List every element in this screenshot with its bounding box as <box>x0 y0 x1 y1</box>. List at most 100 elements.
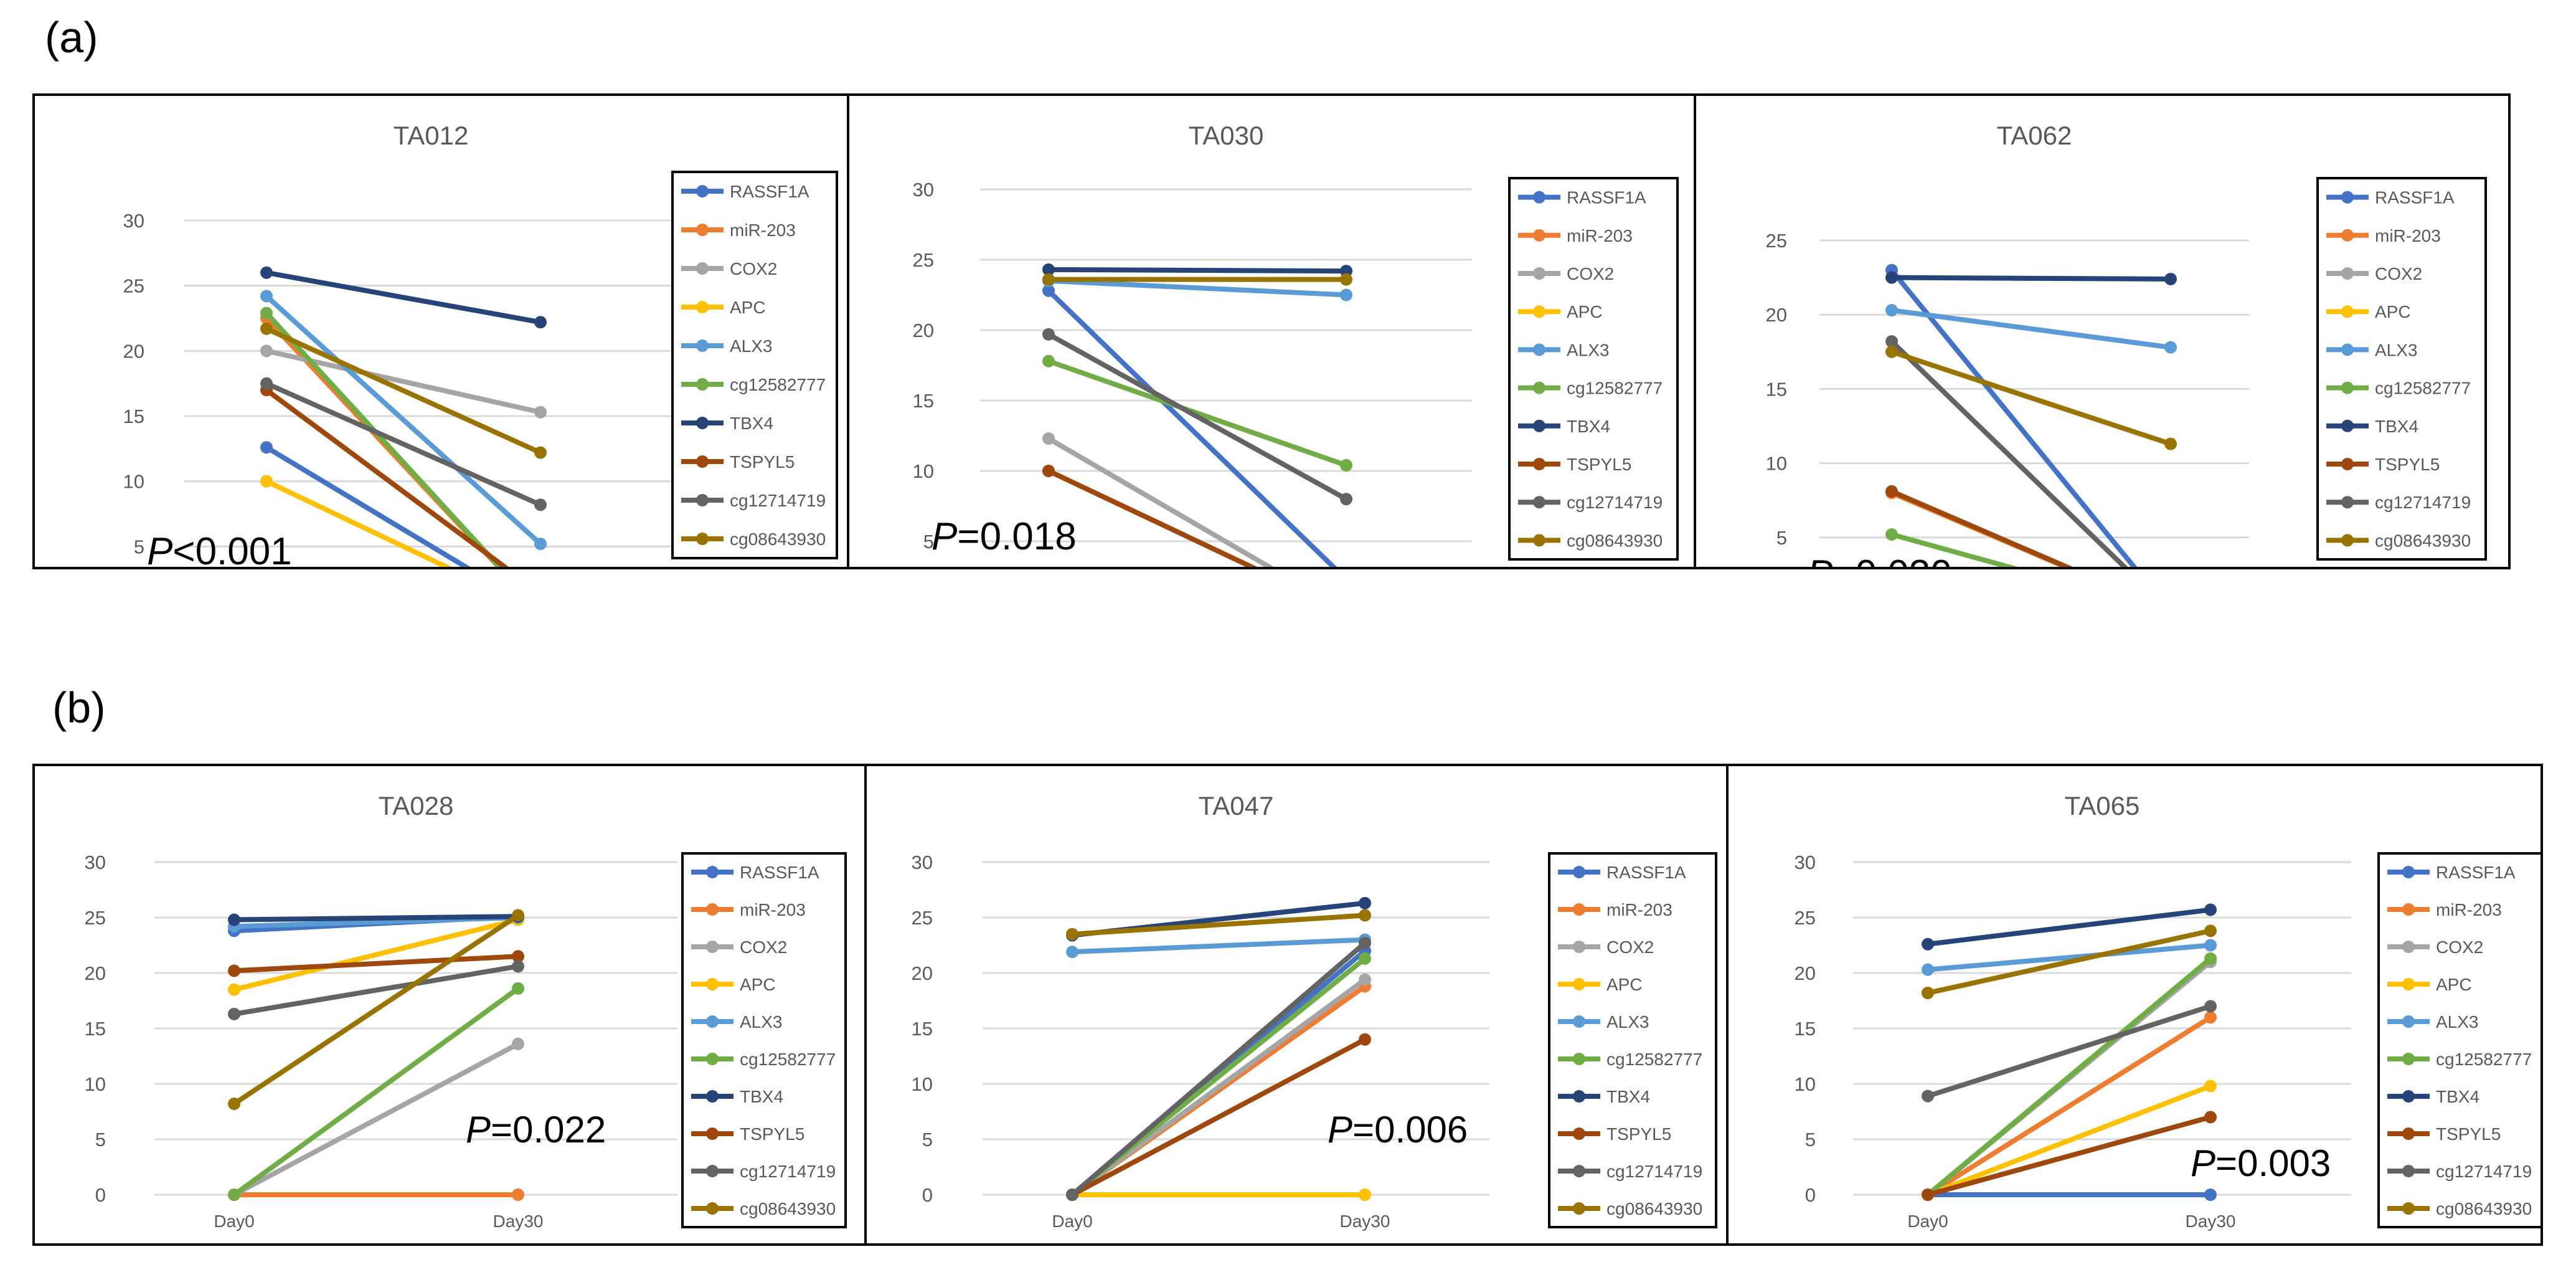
series-line <box>1046 358 1349 468</box>
y-tick-label: 15 <box>912 1018 933 1040</box>
data-point <box>228 1007 240 1020</box>
legend-item-tbx4: TBX4 <box>2326 417 2418 436</box>
legend-item-cox2: COX2 <box>1518 264 1614 283</box>
series-line <box>1925 1015 2213 1197</box>
series-line <box>1889 308 2173 350</box>
legend-item-apc: APC <box>1518 302 1603 321</box>
legend-label: cg12582777 <box>730 375 826 394</box>
legend-label: APC <box>740 975 776 994</box>
series-line <box>1070 940 1367 1197</box>
x-tick-label: Day0 <box>1052 1212 1092 1231</box>
series-line <box>1046 468 1258 567</box>
series-cg08643930 <box>1922 924 2217 1000</box>
series-cg12714719 <box>1042 328 1352 506</box>
y-tick-label: 30 <box>912 852 933 873</box>
legend-box <box>671 171 838 559</box>
data-point <box>1042 354 1055 368</box>
legend-item-cg08643930: cg08643930 <box>1518 531 1663 550</box>
legend-item-tbx4: TBX4 <box>1518 417 1610 436</box>
series-line <box>1925 942 2213 972</box>
legend-label: TBX4 <box>1606 1087 1650 1106</box>
data-point <box>512 909 524 922</box>
series-line <box>1925 928 2213 996</box>
series-line <box>1889 488 2074 567</box>
data-point <box>1359 936 1371 949</box>
series-tspyl5 <box>1042 465 1258 567</box>
y-tick-label: 5 <box>95 1129 106 1151</box>
series-cg08643930 <box>228 909 524 1111</box>
chart-svg: TA012051015202530Day0Day30P<0.001RASSF1A… <box>123 121 838 567</box>
legend-label: miR-203 <box>730 221 796 240</box>
chart-title: TA047 <box>1199 791 1274 820</box>
series-tspyl5 <box>1066 1033 1371 1201</box>
y-tick-label: 10 <box>913 460 934 482</box>
x-tick-label: Day30 <box>1340 1212 1390 1231</box>
y-tick-label: 15 <box>913 390 934 412</box>
y-tick-label: 20 <box>1766 304 1787 326</box>
legend-label: TBX4 <box>1567 417 1610 436</box>
legend-label: miR-203 <box>740 900 806 919</box>
series-line <box>264 445 471 567</box>
series-tbx4 <box>1042 263 1352 278</box>
series-line <box>1925 1004 2213 1099</box>
legend-item-cg08643930: cg08643930 <box>681 529 826 549</box>
data-point <box>2164 341 2177 354</box>
data-point <box>1066 1189 1078 1201</box>
series-tspyl5 <box>1922 1111 2217 1201</box>
legend-label: cg12714719 <box>1606 1162 1702 1181</box>
legend-label: TBX4 <box>2375 417 2418 436</box>
data-point <box>1885 485 1898 498</box>
legend-box <box>681 852 847 1228</box>
series-cg12582777 <box>1042 354 1352 472</box>
data-point <box>228 964 240 977</box>
legend-label: COX2 <box>730 259 777 278</box>
legend-item-cg08643930: cg08643930 <box>1558 1199 1702 1218</box>
data-point <box>2204 1080 2217 1093</box>
legend-item-apc: APC <box>691 975 776 994</box>
series-alx3 <box>260 290 547 551</box>
legend-item-cg12582777: cg12582777 <box>1558 1050 1702 1069</box>
legend-item-tbx4: TBX4 <box>691 1087 783 1106</box>
data-point <box>2204 924 2217 937</box>
legend-item-cox2: COX2 <box>2326 264 2422 283</box>
legend-label: ALX3 <box>740 1012 783 1032</box>
legend-item-alx3: ALX3 <box>681 336 773 356</box>
legend-item-rassf1a: RASSF1A <box>1518 188 1646 207</box>
legend-item-alx3: ALX3 <box>691 1012 783 1032</box>
data-point <box>1066 928 1078 941</box>
series-line <box>232 964 521 1017</box>
series-cg08643930 <box>260 322 547 459</box>
series-line <box>1925 956 2213 1197</box>
data-point <box>534 538 547 551</box>
y-tick-label: 30 <box>85 852 106 873</box>
series-cg12714719 <box>1885 335 2128 567</box>
data-point <box>534 498 547 511</box>
legend-item-tbx4: TBX4 <box>2387 1087 2479 1106</box>
legend-item-cg12714719: cg12714719 <box>1518 493 1663 512</box>
data-point <box>512 1189 524 1201</box>
series-line <box>1046 468 1258 567</box>
series-line <box>1925 1114 2213 1197</box>
chart-svg: TA030051015202530Day0Day30P=0.018RASSF1A… <box>913 121 1679 567</box>
legend-item-apc: APC <box>2326 302 2411 321</box>
data-point <box>1359 1189 1371 1201</box>
data-point <box>1340 458 1352 472</box>
legend: RASSF1A miR-203 COX2 APC ALX3 cg12582777 TBX4 T… <box>2377 852 2541 1228</box>
legend-label: TSPYL5 <box>740 1124 804 1144</box>
y-tick-label: 5 <box>134 536 144 558</box>
chart-title: TA028 <box>379 791 454 820</box>
data-point <box>1359 909 1371 922</box>
legend-label: TSPYL5 <box>2436 1124 2501 1144</box>
legend-item-alx3: ALX3 <box>2387 1012 2479 1032</box>
data-point <box>260 475 273 488</box>
legend: RASSF1A miR-203 COX2 APC ALX3 cg12582777 TBX4 T… <box>1508 177 1679 561</box>
series-line <box>264 387 509 567</box>
series-line <box>264 293 543 547</box>
data-point <box>534 406 547 419</box>
data-point <box>260 377 273 390</box>
data-point <box>260 306 273 320</box>
y-tick-label: 30 <box>913 179 934 201</box>
legend-item-mir-203: miR-203 <box>2326 226 2441 245</box>
series-tspyl5 <box>260 384 509 567</box>
data-point <box>512 960 524 973</box>
